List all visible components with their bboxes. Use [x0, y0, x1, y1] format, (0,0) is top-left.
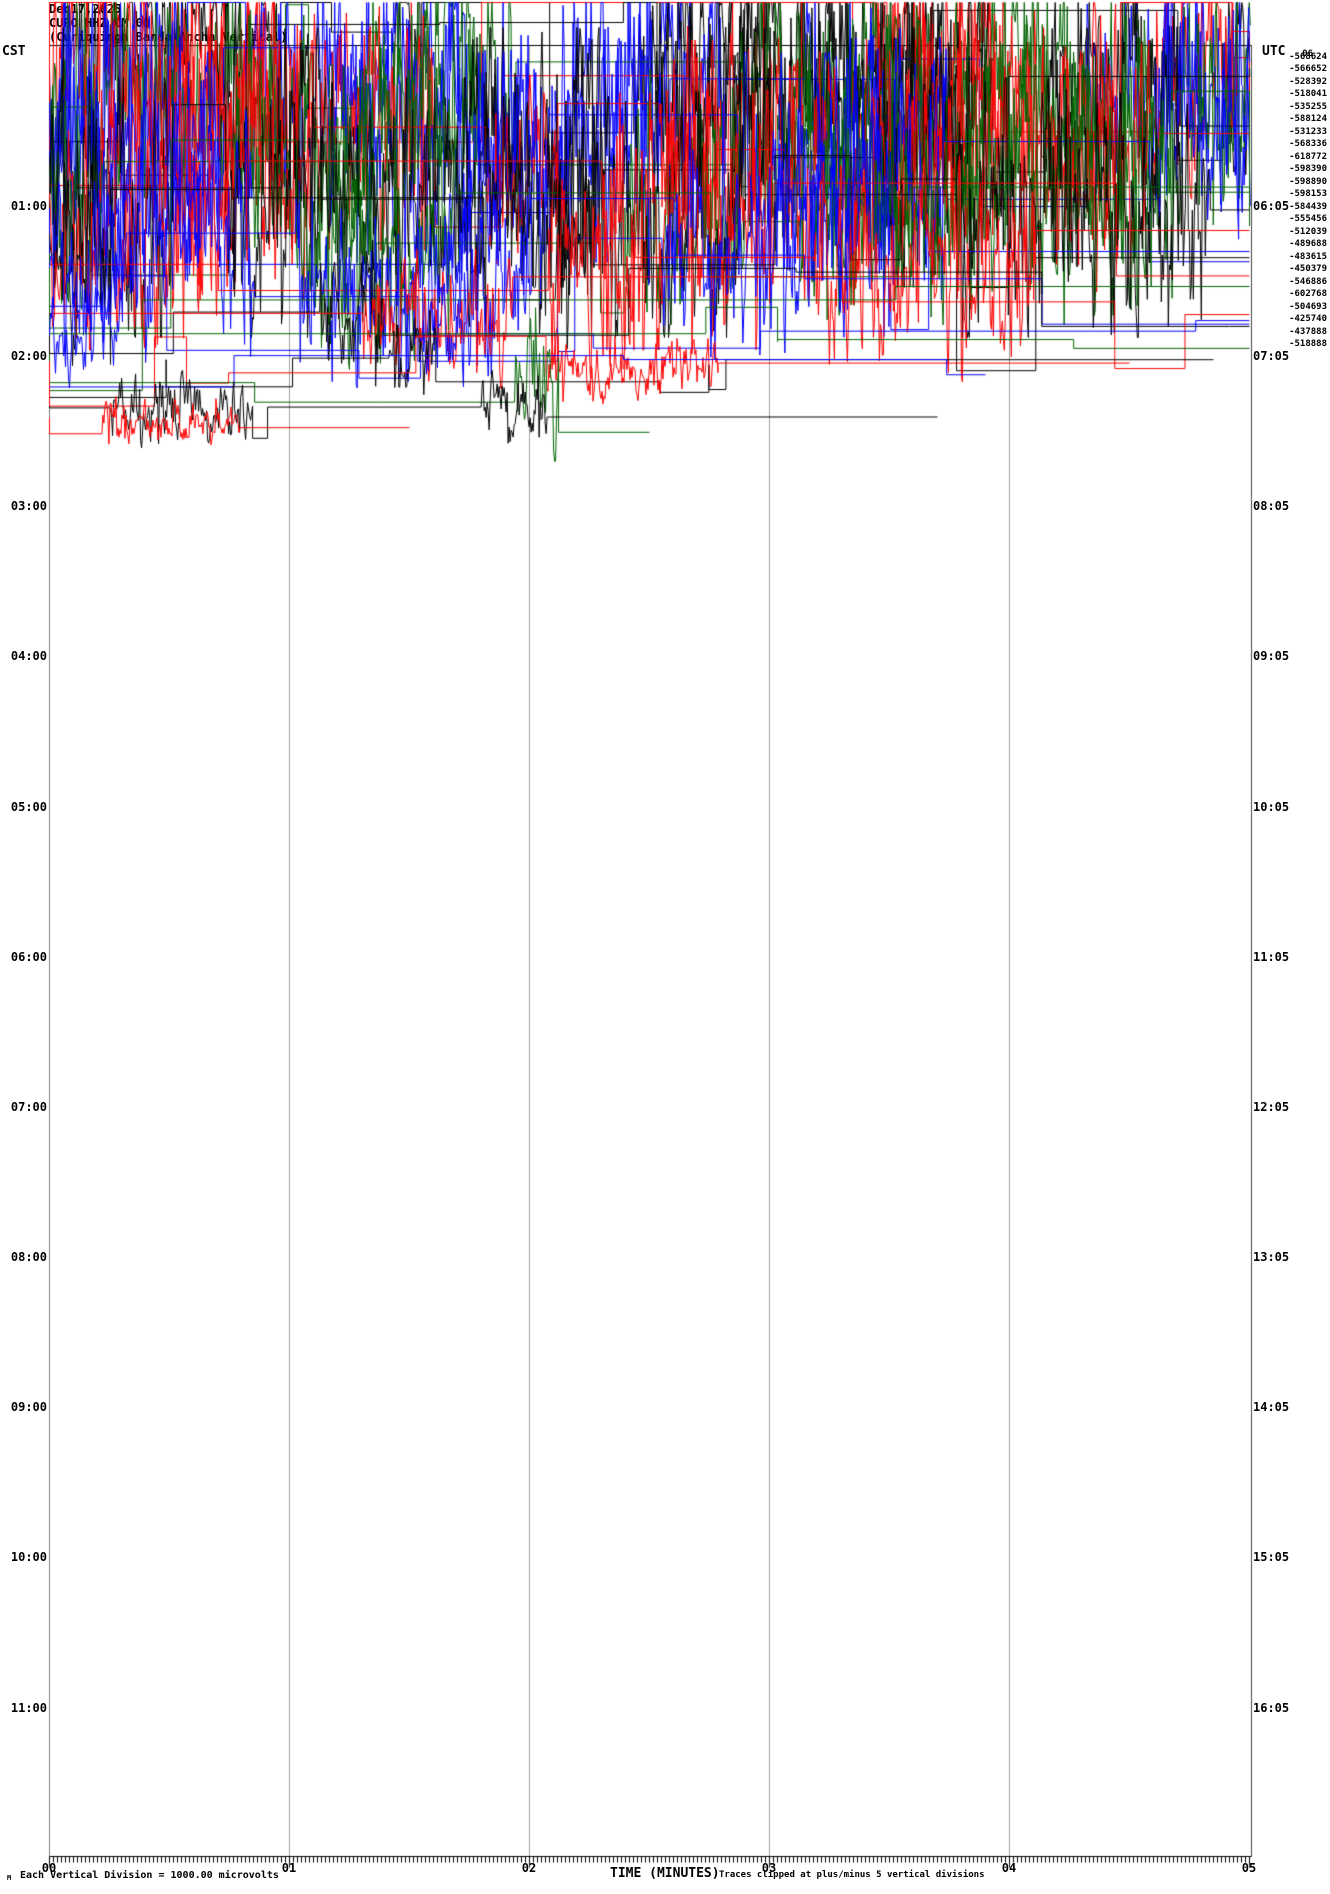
offset-value: -489688	[1289, 239, 1327, 250]
clip-note: Traces clipped at plus/minus 5 vertical …	[719, 1870, 985, 1880]
hour-label-cst: 07:00	[10, 1099, 47, 1114]
offset-value: -568336	[1289, 139, 1327, 150]
hour-label-cst: 02:00	[10, 349, 47, 364]
hour-label-utc: 13:05	[1253, 1250, 1290, 1265]
offset-value: -568624 06	[1289, 48, 1327, 62]
hour-label-utc: 07:05	[1253, 349, 1290, 364]
hour-label-utc: 08:05	[1253, 499, 1290, 514]
timezone-label-cst: CST	[2, 44, 26, 59]
offset-value: -512039	[1289, 226, 1327, 237]
hour-label-utc: 16:05	[1253, 1700, 1290, 1715]
hour-label-utc: 15:05	[1253, 1550, 1290, 1565]
offset-value: -483615	[1289, 251, 1327, 262]
hour-label-utc: 12:05	[1253, 1099, 1290, 1114]
offset-value: -518888	[1289, 339, 1327, 350]
offset-value: -618772	[1289, 151, 1327, 162]
offset-value: -546886	[1289, 276, 1327, 287]
x-tick-label: 05	[1241, 1861, 1257, 1875]
scale-note: Each Vertical Division = 1000.00 microvo…	[20, 1870, 279, 1881]
hour-label-cst: 03:00	[10, 499, 47, 514]
offset-value: -598390	[1289, 164, 1327, 175]
hour-label-cst: 11:00	[10, 1700, 47, 1715]
offset-value: -518041	[1289, 89, 1327, 100]
offset-value: -528392	[1289, 76, 1327, 87]
offset-value: -535255	[1289, 101, 1327, 112]
hour-label-cst: 01:00	[10, 199, 47, 213]
offset-value: -555456	[1289, 214, 1327, 225]
x-tick-label: 04	[1001, 1861, 1017, 1875]
x-axis-title: TIME (MINUTES)	[610, 1866, 720, 1881]
offset-value: -598153	[1289, 189, 1327, 200]
offset-value: -425740	[1289, 314, 1327, 325]
hour-label-cst: 10:00	[10, 1550, 47, 1565]
hour-label-utc: 11:05	[1253, 949, 1290, 964]
offset-value: -450379	[1289, 264, 1327, 275]
header-date: Dec17,2025	[49, 2, 122, 16]
offset-value: -437888	[1289, 326, 1327, 337]
hour-label-cst: 06:00	[10, 949, 47, 964]
offset-overlay-text: 06	[1302, 48, 1313, 59]
hour-label-utc: 10:05	[1253, 799, 1290, 814]
offset-value: -584439	[1289, 201, 1327, 212]
hour-label-cst: 05:00	[10, 799, 47, 814]
hour-label-utc: 14:05	[1253, 1400, 1290, 1415]
hour-label-utc: 09:05	[1253, 649, 1290, 664]
offset-value: -504693	[1289, 301, 1327, 312]
header-station-description: (Curiquinga Banda Ancha Vertical)	[49, 30, 288, 44]
corner-mark: M	[7, 1874, 12, 1882]
offset-value: -566652	[1289, 64, 1327, 75]
hour-label-cst: 08:00	[10, 1250, 47, 1265]
header-station-code: CURO HHZ CM 00	[49, 16, 151, 30]
offset-value: -598890	[1289, 176, 1327, 187]
offset-value: -588124	[1289, 114, 1327, 125]
hour-label-cst: 09:00	[10, 1400, 47, 1415]
hour-label-cst: 04:00	[10, 649, 47, 664]
offset-value: -531233	[1289, 126, 1327, 137]
offset-value: -602768	[1289, 289, 1327, 300]
x-tick-label: 02	[521, 1861, 537, 1875]
